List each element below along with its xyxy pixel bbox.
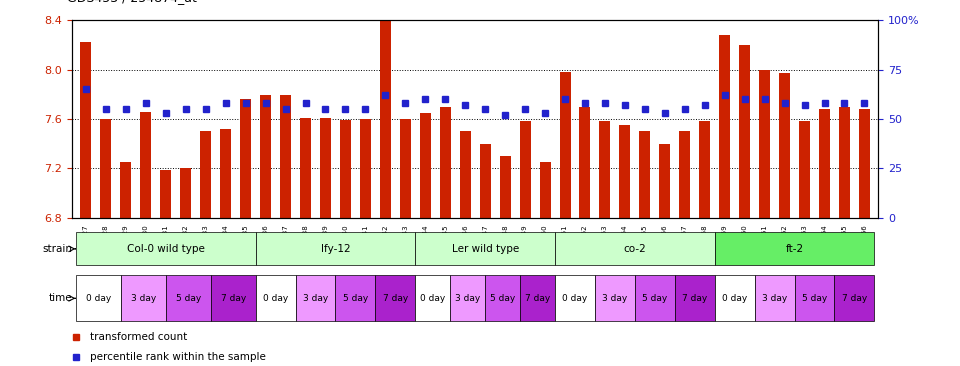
Bar — [819, 109, 830, 218]
Bar — [485, 275, 520, 321]
Text: 7 day: 7 day — [383, 294, 408, 303]
Bar — [166, 275, 211, 321]
Bar — [260, 96, 271, 218]
Bar — [400, 119, 411, 218]
Bar — [834, 275, 875, 321]
Bar — [420, 113, 431, 218]
Text: 0 day: 0 day — [722, 294, 747, 303]
Text: 7 day: 7 day — [221, 294, 246, 303]
Bar — [520, 275, 555, 321]
Bar — [739, 45, 750, 218]
Bar — [719, 35, 731, 218]
Bar — [240, 99, 252, 218]
Bar — [715, 232, 875, 265]
Bar — [595, 275, 635, 321]
Text: 3 day: 3 day — [762, 294, 787, 303]
Text: 7 day: 7 day — [525, 294, 550, 303]
Bar — [380, 20, 391, 218]
Bar — [499, 156, 511, 218]
Bar — [759, 70, 770, 218]
Text: GDS453 / 254874_at: GDS453 / 254874_at — [67, 0, 197, 4]
Bar — [76, 232, 255, 265]
Bar — [360, 119, 371, 218]
Bar — [540, 162, 550, 218]
Bar — [220, 129, 231, 218]
Bar — [699, 122, 710, 218]
Bar — [440, 107, 451, 218]
Text: ft-2: ft-2 — [785, 244, 804, 254]
Bar — [101, 119, 111, 218]
Bar — [755, 275, 795, 321]
Text: 5 day: 5 day — [802, 294, 828, 303]
Bar — [839, 107, 850, 218]
Bar — [81, 42, 91, 218]
Text: 5 day: 5 day — [176, 294, 201, 303]
Text: Ler wild type: Ler wild type — [451, 244, 518, 254]
Bar — [76, 275, 121, 321]
Text: 3 day: 3 day — [455, 294, 480, 303]
Bar — [416, 275, 450, 321]
Bar — [300, 118, 311, 218]
Text: 0 day: 0 day — [85, 294, 111, 303]
Text: 0 day: 0 day — [420, 294, 445, 303]
Text: 5 day: 5 day — [343, 294, 368, 303]
Bar — [619, 125, 631, 218]
Bar — [211, 275, 255, 321]
Text: 0 day: 0 day — [563, 294, 588, 303]
Bar — [296, 275, 335, 321]
Bar — [715, 275, 755, 321]
Text: time: time — [49, 293, 72, 303]
Text: 3 day: 3 day — [602, 294, 628, 303]
Text: co-2: co-2 — [623, 244, 646, 254]
Bar — [560, 72, 570, 218]
Bar — [580, 107, 590, 218]
Bar — [280, 96, 291, 218]
Bar — [140, 112, 152, 218]
Bar — [320, 118, 331, 218]
Bar — [675, 275, 715, 321]
Bar — [799, 122, 810, 218]
Bar — [680, 131, 690, 218]
Text: 3 day: 3 day — [131, 294, 156, 303]
Text: 3 day: 3 day — [303, 294, 328, 303]
Bar — [660, 143, 670, 218]
Text: lfy-12: lfy-12 — [321, 244, 350, 254]
Bar — [180, 168, 191, 218]
Bar — [519, 122, 531, 218]
Bar — [160, 169, 171, 218]
Text: strain: strain — [42, 244, 72, 254]
Bar — [416, 232, 555, 265]
Text: 5 day: 5 day — [642, 294, 667, 303]
Text: percentile rank within the sample: percentile rank within the sample — [89, 352, 266, 362]
Bar — [599, 122, 611, 218]
Bar — [375, 275, 416, 321]
Text: 5 day: 5 day — [490, 294, 516, 303]
Bar — [340, 120, 351, 218]
Bar — [795, 275, 834, 321]
Bar — [859, 109, 870, 218]
Bar — [335, 275, 375, 321]
Bar — [121, 275, 166, 321]
Bar — [635, 275, 675, 321]
Bar — [555, 275, 595, 321]
Text: 0 day: 0 day — [263, 294, 288, 303]
Text: 7 day: 7 day — [683, 294, 708, 303]
Bar — [480, 143, 491, 218]
Bar — [450, 275, 485, 321]
Bar — [255, 275, 296, 321]
Text: 7 day: 7 day — [842, 294, 867, 303]
Bar — [255, 232, 416, 265]
Bar — [201, 131, 211, 218]
Bar — [639, 131, 650, 218]
Bar — [120, 162, 132, 218]
Bar — [460, 131, 470, 218]
Bar — [780, 73, 790, 218]
Text: transformed count: transformed count — [89, 332, 187, 342]
Bar — [555, 232, 715, 265]
Text: Col-0 wild type: Col-0 wild type — [127, 244, 204, 254]
